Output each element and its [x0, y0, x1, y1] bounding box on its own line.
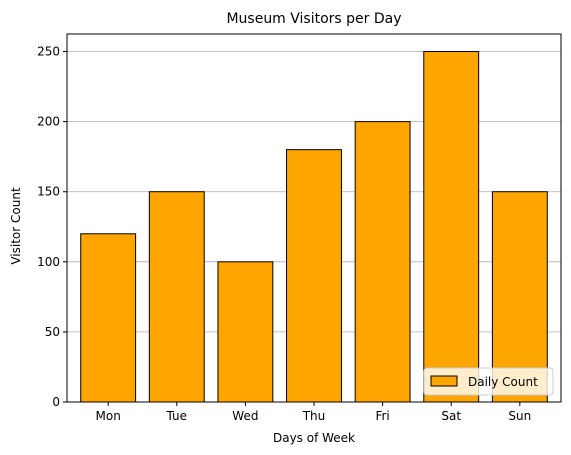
- y-tick-label-200: 200: [37, 115, 60, 129]
- y-tick-label-100: 100: [37, 255, 60, 269]
- y-axis-label: Visitor Count: [9, 187, 23, 265]
- y-tick-label-0: 0: [52, 395, 60, 409]
- x-tick-label-fri: Fri: [375, 409, 389, 423]
- x-tick-label-tue: Tue: [166, 409, 188, 423]
- bar-thu: [286, 149, 342, 403]
- y-tick-label-250: 250: [37, 45, 60, 59]
- bars: [80, 51, 548, 403]
- bar-wed: [217, 261, 274, 403]
- legend-frame: [423, 367, 554, 396]
- x-axis-label: Days of Week: [273, 431, 355, 445]
- y-tick-label-150: 150: [37, 185, 60, 199]
- x-tick-label-thu: Thu: [302, 409, 326, 423]
- x-tick-label-wed: Wed: [232, 409, 258, 423]
- legend-swatch: [430, 375, 458, 387]
- legend: Daily Count: [423, 367, 554, 396]
- bar-sat: [423, 51, 480, 403]
- x-axis-ticks: Mon Tue Wed Thu Fri Sat Sun: [96, 402, 531, 423]
- x-tick-label-sun: Sun: [508, 409, 531, 423]
- legend-label: Daily Count: [468, 375, 538, 389]
- y-axis-ticks: 0 50 100 150 200 250: [37, 45, 67, 409]
- x-tick-label-mon: Mon: [96, 409, 121, 423]
- bar-mon: [80, 233, 137, 403]
- chart-title: Museum Visitors per Day: [226, 11, 401, 27]
- x-tick-label-sat: Sat: [441, 409, 461, 423]
- bar-fri: [354, 121, 411, 403]
- bar-tue: [148, 191, 205, 403]
- y-tick-label-50: 50: [45, 325, 60, 339]
